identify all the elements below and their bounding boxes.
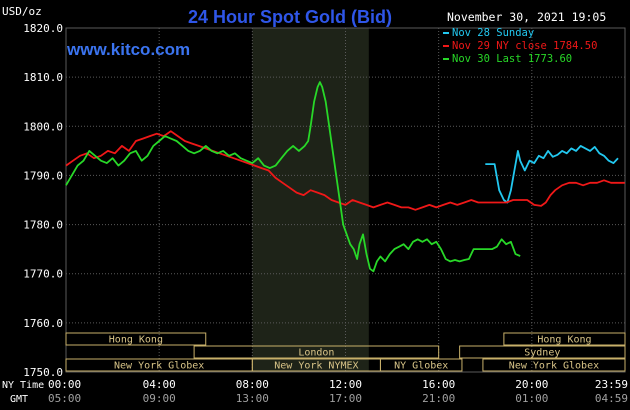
session-label: NY Globex [394,361,448,372]
x-tick-label-ny: 16:00 [422,378,455,391]
y-tick-label: 1820.0 [23,22,63,35]
grid [65,27,626,373]
unit-label: USD/oz [2,5,42,18]
x-tick-label-ny: 20:00 [515,378,548,391]
x-tick-label-gmt: 17:00 [329,392,362,405]
x-tick-label-gmt: 13:00 [236,392,269,405]
x-tick-label-gmt: 04:59 [595,392,628,405]
x-tick-label-ny: 12:00 [329,378,362,391]
y-tick-label: 1800.0 [23,120,63,133]
y-tick-label: 1750.0 [23,366,63,379]
session-bar [482,358,626,372]
x-tick-label-ny: 08:00 [236,378,269,391]
plot-border [65,27,626,373]
ny-time-row-label: NY Time [2,380,44,391]
session-bar [65,332,207,346]
session-label: New York Globex [114,361,204,372]
y-tick-label: 1760.0 [23,317,63,330]
session-bar [459,345,626,359]
x-tick-label-ny: 04:00 [143,378,176,391]
legend-entry: Nov 30 Last 1773.60 [452,53,572,65]
x-tick-label-ny: 00:00 [48,378,81,391]
y-axis-labels: 1820.0 1810.0 1800.0 1790.0 1780.0 1770.0 1760… [23,22,63,379]
timestamp: November 30, 2021 19:05 [447,10,606,24]
session-bar [193,345,440,359]
legend-entry: Nov 28 Sunday [452,27,534,39]
session-bar [503,332,626,346]
x-tick-label-ny: 23:59 [595,378,628,391]
y-tick-label: 1790.0 [23,169,63,182]
x-tick-label-gmt: 09:00 [143,392,176,405]
x-tick-label-gmt: 01:00 [515,392,548,405]
x-tick-label-gmt: 05:00 [48,392,81,405]
nymex-session-highlight [252,28,369,372]
y-tick-label: 1780.0 [23,219,63,232]
chart-title: 24 Hour Spot Gold (Bid) [188,7,392,27]
series-lines [65,81,625,273]
y-tick-label: 1810.0 [23,71,63,84]
kitco-watermark: www.kitco.com [66,40,190,59]
session-label: Hong Kong [537,335,591,346]
legend-entry: Nov 29 NY close 1784.50 [452,40,597,52]
session-label: Sydney [524,348,560,359]
session-label: New York NYMEX [274,361,358,372]
gmt-row-label: GMT [10,394,28,405]
session-label: New York Globex [509,361,599,372]
series-line [65,81,521,273]
session-label: Hong Kong [109,335,163,346]
session-bar [379,358,463,372]
session-bars: Hong Kong London New York Globex New York N… [65,332,626,372]
x-tick-label-gmt: 21:00 [422,392,455,405]
session-label: London [298,348,334,359]
y-tick-label: 1770.0 [23,268,63,281]
series-line [65,130,625,211]
